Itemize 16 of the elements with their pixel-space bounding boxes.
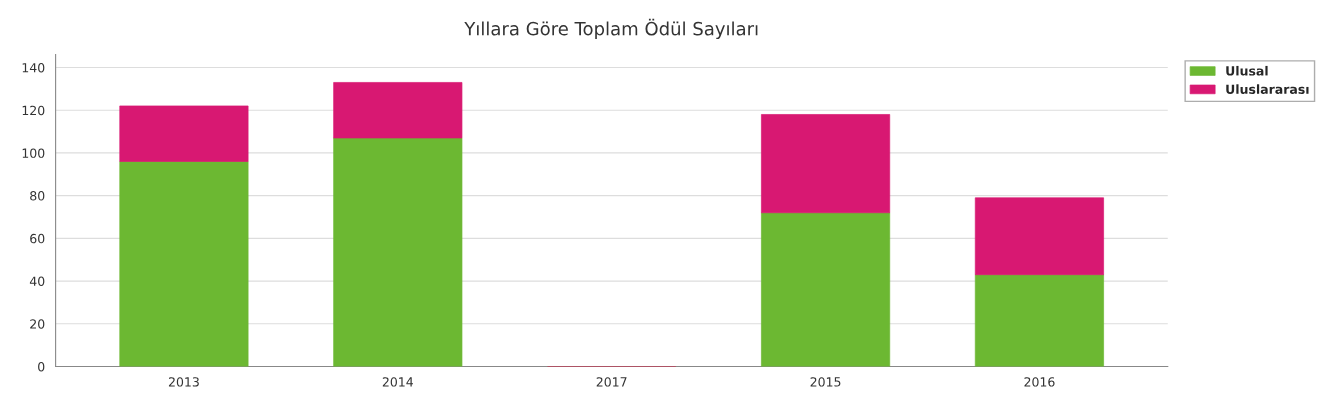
x-tick-label: 2016	[1024, 377, 1055, 387]
y-tick-label: 20	[30, 319, 45, 329]
x-tick-label: 2015	[810, 377, 841, 387]
y-tick-label: 80	[30, 191, 45, 201]
x-tick-label: 2013	[168, 377, 199, 387]
legend-label: Uluslararası	[1226, 84, 1309, 94]
y-tick-label: 100	[22, 148, 45, 158]
legend-label: Ulusal	[1226, 65, 1268, 76]
x-tick-label: 2017	[596, 377, 627, 387]
chart-title: Yıllara Göre Toplam Ödül Sayıları	[464, 18, 758, 39]
y-tick-label: 60	[30, 233, 45, 244]
y-tick-label: 120	[22, 105, 45, 116]
x-tick-label: 2014	[382, 377, 414, 387]
y-tick-label: 0	[38, 362, 45, 372]
y-tick-label: 40	[29, 276, 45, 287]
y-tick-label: 140	[22, 62, 45, 73]
